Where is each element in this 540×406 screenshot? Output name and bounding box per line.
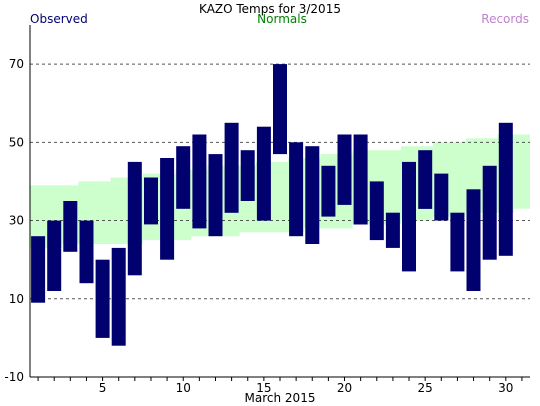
observed-bar-day-5: [95, 259, 110, 338]
legend-normals: Normals: [257, 12, 307, 26]
y-tick-label-50: 50: [9, 135, 24, 149]
legend-records: Records: [481, 12, 529, 26]
observed-bar-day-10: [176, 146, 191, 209]
observed-bar-day-25: [418, 150, 433, 209]
observed-bar-day-28: [466, 189, 481, 291]
observed-bar-day-20: [337, 134, 352, 205]
chart-title: KAZO Temps for 3/2015: [199, 2, 341, 16]
observed-bar-day-18: [305, 146, 320, 244]
observed-bar-day-14: [240, 150, 255, 201]
observed-bar-day-24: [402, 161, 416, 272]
observed-bar-day-6: [111, 247, 126, 346]
x-tick-label-5: 5: [99, 381, 107, 395]
x-tick-label-10: 10: [176, 381, 191, 395]
observed-bar-day-17: [289, 142, 304, 237]
axes: -10 10 30 50 70 5 10 15 20 25 30: [4, 25, 530, 395]
observed-bar-day-3: [63, 201, 78, 252]
x-tick-label-30: 30: [498, 381, 513, 395]
observed-bar-day-22: [369, 181, 384, 241]
x-axis-label: March 2015: [245, 391, 316, 405]
y-tick-label-30: 30: [9, 214, 24, 228]
gridlines: [30, 63, 530, 300]
observed-bar-day-15: [256, 126, 271, 221]
observed-bar-day-29: [482, 165, 497, 260]
observed-bar-day-12: [208, 154, 223, 237]
observed-bar-day-21: [353, 134, 368, 225]
x-tick-label-15: 15: [256, 381, 271, 395]
observed-bar-day-8: [144, 177, 158, 225]
legend-observed: Observed: [30, 12, 88, 26]
y-tick-label--10: -10: [4, 370, 24, 384]
observed-bar-day-4: [79, 220, 94, 284]
x-tick-label-25: 25: [418, 381, 433, 395]
y-tick-label-70: 70: [9, 57, 24, 71]
observed-bar-day-11: [192, 134, 207, 229]
observed-bar-day-26: [434, 173, 449, 221]
observed-bar-day-9: [160, 158, 175, 260]
observed-bar-day-16: [273, 64, 287, 155]
y-tick-label-10: 10: [9, 292, 24, 306]
observed-bar-day-19: [321, 165, 336, 217]
observed-bar-day-27: [450, 212, 465, 272]
observed-bar-day-23: [385, 212, 400, 248]
observed-bar-day-13: [224, 122, 239, 213]
observed-bar-day-1: [31, 236, 46, 303]
observed-bar-day-7: [127, 161, 142, 276]
x-tick-label-20: 20: [337, 381, 352, 395]
observed-bars: [31, 64, 513, 346]
observed-bar-day-30: [498, 122, 513, 256]
observed-bar-day-2: [47, 220, 62, 291]
